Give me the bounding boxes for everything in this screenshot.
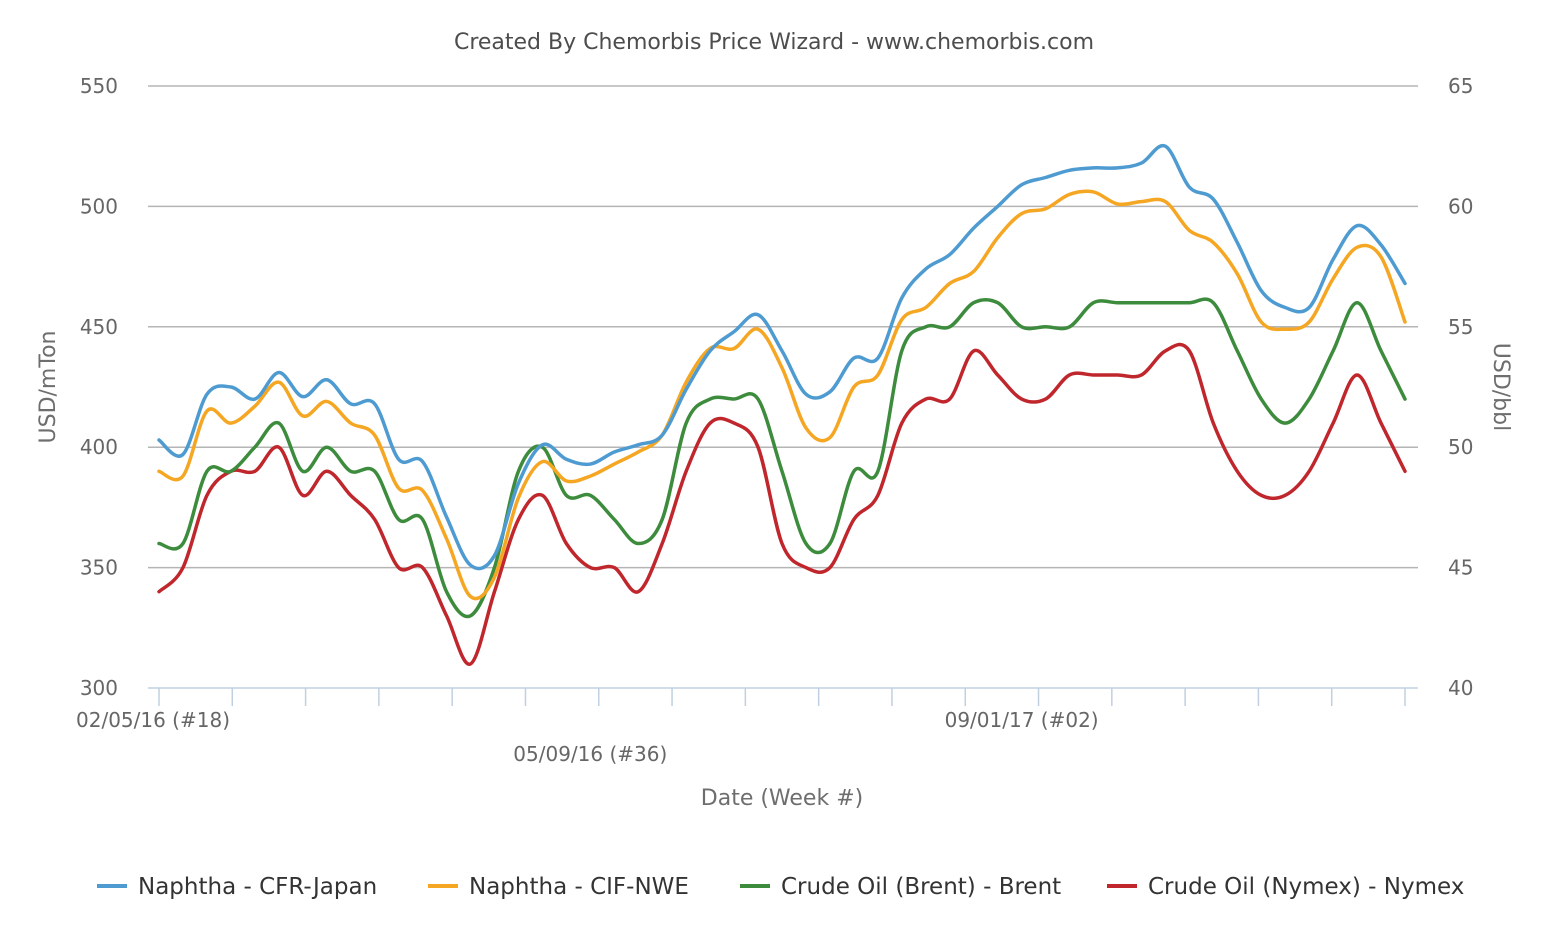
- y-left-tick-label: 500: [80, 194, 118, 218]
- x-tick-label: 05/09/16 (#36): [513, 742, 667, 766]
- series-line-1: [157, 189, 1407, 601]
- y-left-tick-label: 550: [80, 74, 118, 98]
- x-tick-label: 02/05/16 (#18): [76, 708, 230, 732]
- legend-item[interactable]: Naphtha - CFR-Japan: [97, 874, 377, 900]
- series-line-2: [157, 297, 1407, 619]
- left-y-axis: 300 350 400 450 500 550: [80, 74, 118, 700]
- y-left-tick-label: 400: [80, 435, 118, 459]
- legend-item[interactable]: Crude Oil (Nymex) - Nymex: [1107, 874, 1464, 900]
- y-right-tick-label: 45: [1448, 556, 1473, 580]
- right-y-axis-title: USD/bbl: [1488, 343, 1513, 431]
- right-y-axis: 40 45 50 55 60 65: [1448, 74, 1473, 700]
- y-right-tick-label: 50: [1448, 435, 1473, 459]
- x-tick-label: 09/01/17 (#02): [945, 708, 1099, 732]
- y-left-tick-label: 300: [80, 676, 118, 700]
- legend-label: Naphtha - CIF-NWE: [469, 874, 689, 900]
- y-left-tick-label: 350: [80, 556, 118, 580]
- series-lines: [157, 143, 1407, 666]
- y-right-tick-label: 60: [1448, 194, 1473, 218]
- legend-label: Crude Oil (Nymex) - Nymex: [1148, 874, 1464, 900]
- legend-item[interactable]: Naphtha - CIF-NWE: [428, 874, 689, 900]
- y-left-tick-label: 450: [80, 315, 118, 339]
- x-axis-title: Date (Week #): [701, 786, 863, 811]
- series-line-0: [157, 143, 1407, 571]
- chart-title: Created By Chemorbis Price Wizard - www.…: [454, 30, 1094, 55]
- series-line-3: [157, 342, 1407, 666]
- y-right-tick-label: 40: [1448, 676, 1473, 700]
- legend-label: Crude Oil (Brent) - Brent: [781, 874, 1061, 900]
- x-axis: 02/05/16 (#18) 05/09/16 (#36) 09/01/17 (#0…: [76, 687, 1418, 766]
- y-right-tick-label: 65: [1448, 74, 1473, 98]
- gridlines: [148, 85, 1418, 569]
- legend-label: Naphtha - CFR-Japan: [138, 874, 377, 900]
- legend-item[interactable]: Crude Oil (Brent) - Brent: [740, 874, 1061, 900]
- left-y-axis-title: USD/mTon: [36, 331, 61, 444]
- legend: Naphtha - CFR-Japan Naphtha - CIF-NWE Crud…: [97, 874, 1464, 900]
- y-right-tick-label: 55: [1448, 315, 1473, 339]
